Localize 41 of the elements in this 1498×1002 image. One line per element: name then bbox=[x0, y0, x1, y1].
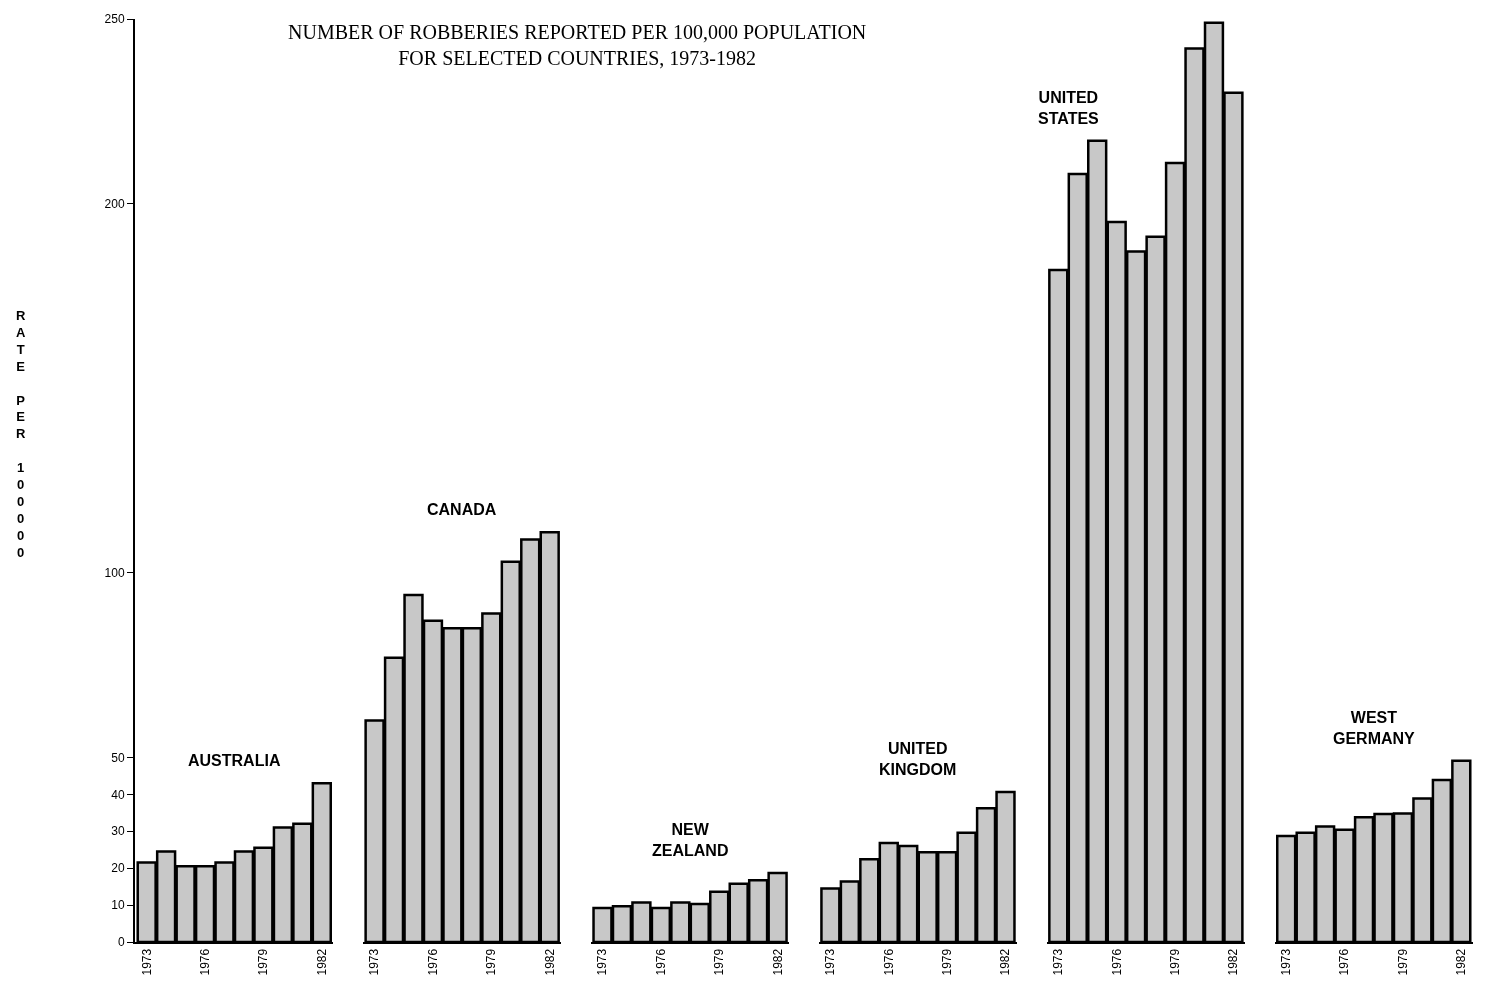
x-tick-label: 1982 bbox=[1454, 948, 1469, 976]
annotation: UNITED KINGDOM bbox=[879, 740, 957, 778]
annotation: WEST GERMANY bbox=[1333, 709, 1416, 747]
y-tick-label: 250 bbox=[104, 12, 125, 27]
x-tick-label: 1973 bbox=[139, 948, 154, 976]
text: RATE PER 100000 bbox=[16, 308, 26, 560]
x-tick-label: 1973 bbox=[1279, 948, 1294, 976]
y-tick-label: 30 bbox=[111, 824, 125, 839]
y-tick-label: 0 bbox=[117, 935, 125, 950]
y-tick-label: 100 bbox=[104, 566, 125, 580]
x-tick-label: 1982 bbox=[1226, 948, 1241, 976]
annotation: NEW ZEALAND bbox=[652, 821, 729, 859]
x-tick-label: 1979 bbox=[712, 948, 727, 976]
x-tick-label: 1979 bbox=[256, 948, 271, 976]
annotation: AUSTRALIA bbox=[188, 752, 281, 769]
x-tick-label: 1979 bbox=[1395, 948, 1410, 976]
x-tick-label: 1976 bbox=[425, 948, 440, 976]
x-tick-label: 1979 bbox=[940, 948, 955, 976]
x-tick-label: 1979 bbox=[484, 948, 499, 976]
y-tick-label: 50 bbox=[111, 750, 125, 765]
x-tick-label: 1982 bbox=[770, 948, 785, 976]
x-tick-label: 1976 bbox=[881, 948, 896, 976]
x-tick-label: 1973 bbox=[367, 948, 382, 976]
x-tick-label: 1973 bbox=[1051, 948, 1066, 976]
annotation: UNITED STATES bbox=[1038, 89, 1100, 127]
x-tick-label: 1976 bbox=[197, 948, 212, 976]
x-tick-label: 1976 bbox=[653, 948, 668, 976]
x-tick-label: 1982 bbox=[998, 948, 1013, 976]
y-tick-label: 20 bbox=[111, 861, 125, 876]
annotation: CANADA bbox=[427, 501, 497, 518]
x-tick-label: 1976 bbox=[1337, 948, 1352, 976]
x-tick-label: 1982 bbox=[314, 948, 329, 976]
x-tick-label: 1979 bbox=[1167, 948, 1182, 976]
y-tick-label: 10 bbox=[111, 898, 125, 913]
x-tick-label: 1973 bbox=[595, 948, 610, 976]
text: NUMBER OF ROBBERIES REPORTED PER 100,000 POPULATION FOR SELECTED COUNTRIES, 1973-1982 bbox=[288, 21, 867, 69]
y-tick-label: 200 bbox=[104, 196, 125, 211]
x-tick-label: 1973 bbox=[823, 948, 838, 976]
x-tick-label: 1976 bbox=[1109, 948, 1124, 976]
y-tick-label: 40 bbox=[111, 787, 125, 802]
x-tick-label: 1982 bbox=[542, 948, 557, 976]
